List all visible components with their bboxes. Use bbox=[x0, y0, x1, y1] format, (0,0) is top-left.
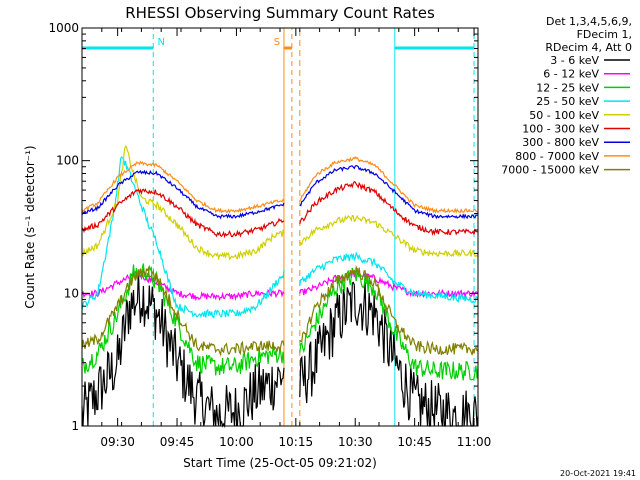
x-tick-label: 10:30 bbox=[338, 435, 373, 449]
legend-entry-label: 100 - 300 keV bbox=[522, 123, 599, 136]
y-axis-label: Count Rate (s⁻¹ detector⁻¹) bbox=[23, 145, 37, 308]
axis-ticks: 09:30 09:45 10:00 10:15 10:30 10:45 11:00 1 10 10… bbox=[48, 21, 491, 449]
series-line-2-seg-1 bbox=[299, 267, 479, 381]
series-line-1-seg-0 bbox=[81, 270, 285, 302]
y-tick-label: 100 bbox=[56, 154, 79, 168]
legend-entry-label: 12 - 25 keV bbox=[536, 81, 599, 94]
y-tick-label: 1000 bbox=[48, 21, 79, 35]
series-line-8-seg-1 bbox=[299, 265, 479, 356]
series-lines bbox=[81, 144, 479, 429]
legend-entry-label: 7000 - 15000 keV bbox=[501, 164, 599, 177]
timestamp: 20-Oct-2021 19:41 bbox=[560, 469, 636, 478]
series-line-4-seg-0 bbox=[81, 144, 285, 261]
series-line-2-seg-0 bbox=[81, 263, 285, 376]
header-line: Det 1,3,4,5,6,9, bbox=[546, 15, 632, 28]
x-tick-label: 11:00 bbox=[457, 435, 492, 449]
series-line-5-seg-0 bbox=[81, 188, 285, 239]
series-line-7-seg-1 bbox=[299, 155, 478, 214]
legend-entry-label: 6 - 12 keV bbox=[543, 68, 599, 81]
series-line-6-seg-0 bbox=[81, 169, 285, 220]
series-line-1-seg-1 bbox=[299, 269, 479, 299]
header-line: FDecim 1, bbox=[577, 28, 632, 41]
legend-entry-label: 25 - 50 keV bbox=[536, 95, 599, 108]
series-line-7-seg-0 bbox=[81, 160, 285, 214]
series-line-4-seg-1 bbox=[299, 214, 479, 258]
series-line-0-seg-1 bbox=[299, 281, 479, 427]
legend-entry-label: 3 - 6 keV bbox=[550, 54, 599, 67]
detector-header: Det 1,3,4,5,6,9,FDecim 1,RDecim 4, Att 0 bbox=[545, 15, 632, 54]
series-line-8-seg-0 bbox=[81, 266, 285, 357]
series-line-3-seg-1 bbox=[299, 251, 479, 304]
x-axis-label: Start Time (25-Oct-05 09:21:02) bbox=[183, 456, 377, 470]
series-line-3-seg-0 bbox=[81, 156, 285, 319]
y-tick-label: 10 bbox=[64, 286, 79, 300]
x-tick-label: 09:45 bbox=[160, 435, 195, 449]
flag-S-label: S bbox=[274, 37, 280, 48]
header-line: RDecim 4, Att 0 bbox=[545, 41, 632, 54]
x-tick-label: 09:30 bbox=[100, 435, 135, 449]
series-line-6-seg-1 bbox=[299, 164, 479, 220]
x-tick-label: 10:45 bbox=[397, 435, 432, 449]
flag-N-label: N bbox=[158, 37, 165, 48]
chart-title: RHESSI Observing Summary Count Rates bbox=[125, 4, 435, 22]
legend-entry-label: 800 - 7000 keV bbox=[515, 150, 599, 163]
legend-entry-label: 300 - 800 keV bbox=[522, 136, 599, 149]
y-tick-label: 1 bbox=[71, 419, 79, 433]
series-line-0-seg-0 bbox=[81, 269, 285, 429]
series-line-5-seg-1 bbox=[299, 180, 479, 236]
x-tick-label: 10:15 bbox=[279, 435, 314, 449]
legend-entry-label: 50 - 100 keV bbox=[529, 109, 599, 122]
x-tick-label: 10:00 bbox=[219, 435, 254, 449]
